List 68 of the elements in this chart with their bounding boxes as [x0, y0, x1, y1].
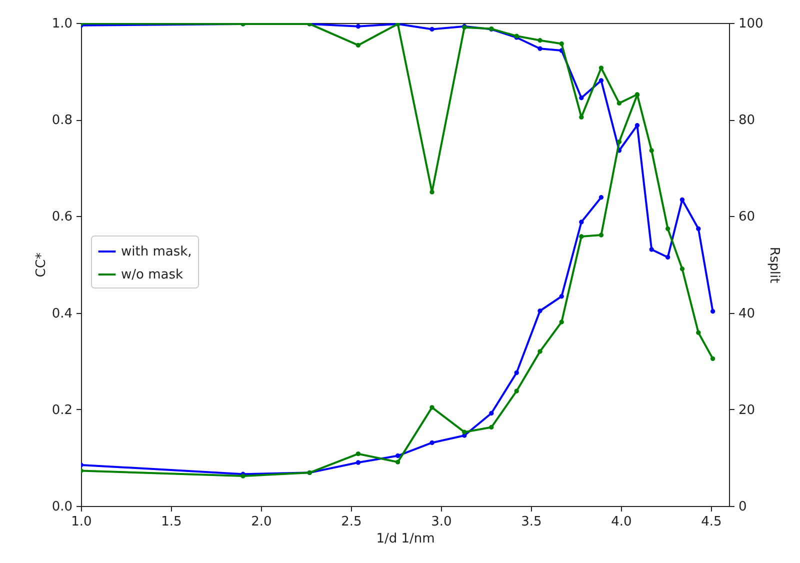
point — [356, 24, 361, 29]
y2-tick-label: 40 — [738, 306, 756, 322]
y-tick-label: 0.6 — [52, 210, 72, 225]
point — [430, 405, 434, 410]
point — [616, 139, 622, 144]
point — [696, 330, 701, 335]
y-tick-label: 0.0 — [52, 500, 72, 514]
x-tick-label: 2.0 — [251, 514, 272, 530]
point — [696, 226, 701, 232]
point — [489, 410, 494, 416]
x-tick-label: 4.5 — [701, 514, 722, 530]
x-tick-label: 2.5 — [341, 514, 362, 530]
point — [538, 38, 542, 43]
point — [649, 247, 654, 252]
y2-tick-label: 20 — [738, 402, 756, 418]
point — [634, 123, 640, 128]
x-tick-label: 3.0 — [431, 514, 452, 530]
y-axis-title: CC* — [34, 252, 49, 278]
point — [430, 440, 434, 446]
point — [538, 46, 542, 51]
point — [579, 114, 584, 120]
y-tick-label: 0.8 — [52, 113, 72, 128]
point — [462, 430, 467, 434]
point — [665, 226, 670, 232]
y2-axis-title: Rsplit — [766, 246, 782, 284]
y-tick-label: 0.2 — [52, 402, 72, 418]
point — [430, 190, 434, 194]
y-tick-label: 0.4 — [52, 306, 72, 322]
legend-label: w/o mask — [121, 268, 184, 283]
point — [395, 460, 400, 464]
point — [538, 308, 542, 314]
point — [356, 451, 361, 456]
x-tick-label: 4.0 — [611, 514, 632, 530]
point — [538, 349, 542, 354]
point — [649, 148, 654, 153]
point — [579, 96, 584, 100]
y2-tick-label: 80 — [738, 113, 756, 128]
point — [710, 309, 716, 314]
point — [356, 42, 361, 48]
point — [598, 232, 604, 238]
x-tick-label: 1.0 — [71, 514, 92, 530]
legend-label: with mask, — [121, 244, 192, 260]
point — [489, 424, 494, 430]
point — [559, 294, 564, 299]
point — [559, 41, 564, 46]
point — [559, 320, 564, 324]
point — [579, 220, 584, 224]
y-tick-label: 1.0 — [52, 16, 72, 32]
point — [598, 78, 604, 83]
point — [680, 197, 685, 202]
point — [356, 460, 361, 465]
point — [598, 195, 604, 200]
point — [430, 26, 434, 32]
y2-tick-label: 100 — [738, 16, 764, 32]
x-tick-label: 1.5 — [161, 514, 182, 530]
point — [395, 453, 400, 458]
point — [680, 266, 685, 272]
point — [514, 370, 519, 376]
point — [665, 254, 670, 260]
x-axis-title: 1/d 1/nm — [376, 532, 435, 546]
x-tick-label: 3.5 — [521, 514, 542, 530]
point — [579, 234, 584, 239]
point — [598, 66, 604, 70]
y2-tick-label: 0 — [738, 500, 747, 514]
point — [616, 100, 622, 106]
point — [514, 388, 519, 394]
y2-tick-label: 60 — [738, 210, 756, 225]
point — [710, 356, 716, 362]
